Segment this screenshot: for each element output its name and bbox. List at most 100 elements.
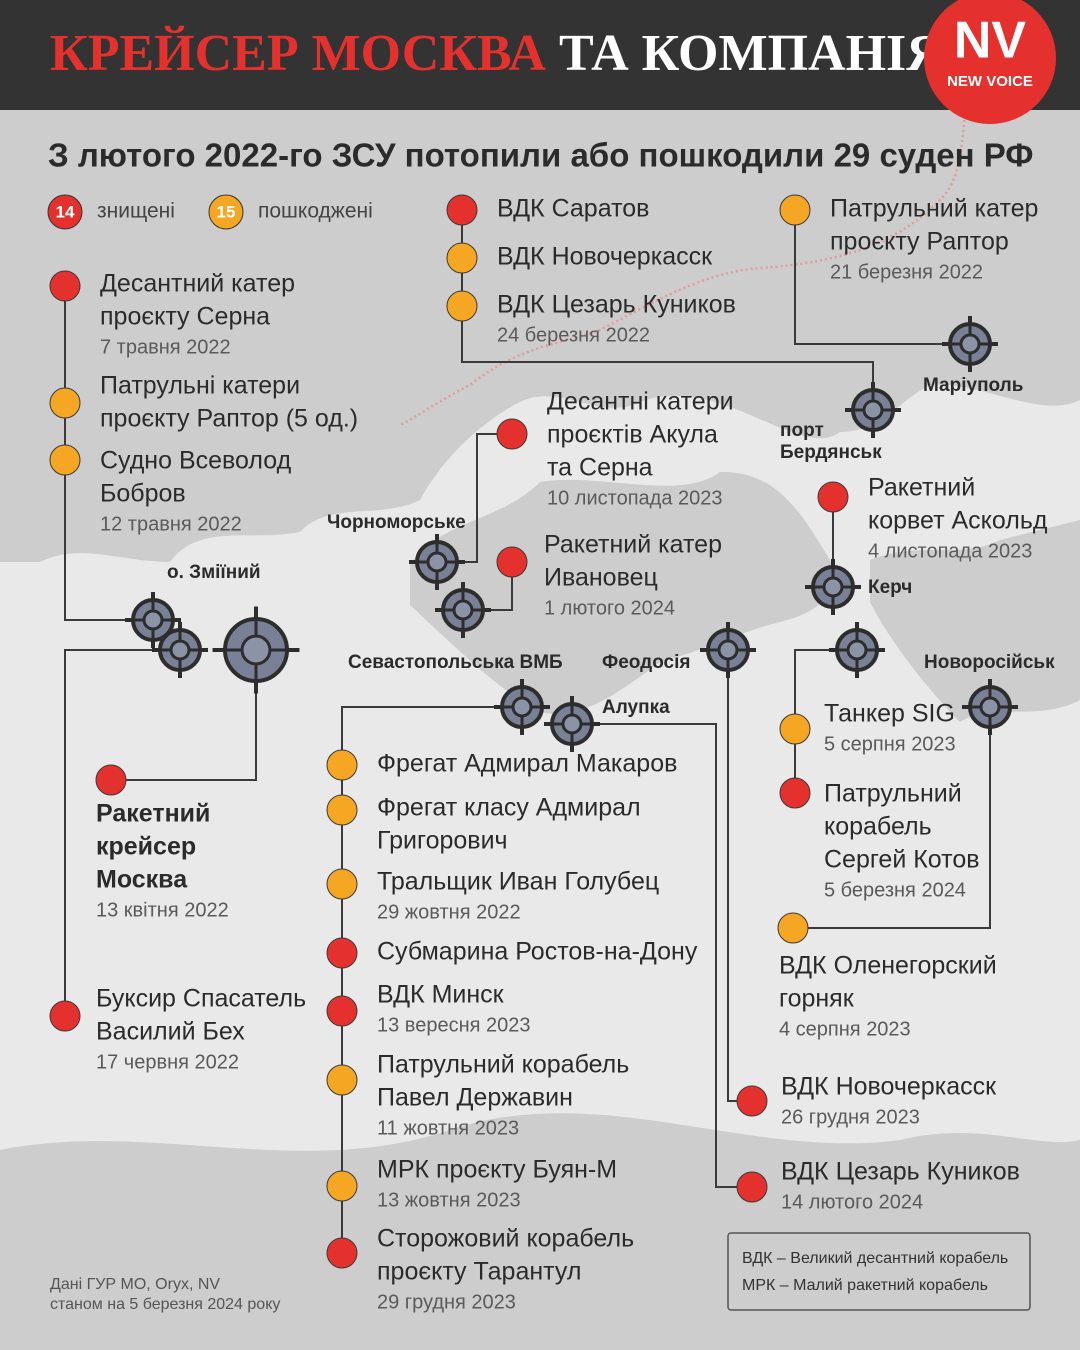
subtitle: З лютого 2022-го ЗСУ потопили або пошкод…: [48, 137, 1033, 174]
header-title: КРЕЙСЕР МОСКВА ТА КОМПАНІЯ: [50, 25, 944, 82]
ship-entry: Фрегат класу Адмирал Григорович: [326, 794, 641, 855]
ship-entry: ВДК Цезарь Куников 14 лютого 2024: [736, 1158, 1020, 1213]
target-marker: [942, 316, 998, 372]
legend-label: знищені: [97, 200, 175, 223]
status-dot: [446, 242, 478, 274]
ship-date: 13 вересня 2023: [377, 1014, 531, 1036]
ship-date: 24 березня 2022: [497, 324, 650, 346]
ship-name: Сторожовий корабель: [377, 1225, 634, 1253]
status-dot: [49, 270, 81, 302]
southern-coast: [0, 1113, 1080, 1350]
ship-name: горняк: [779, 985, 855, 1013]
glossary-item: ВДК – Великий десантний корабель: [742, 1250, 1008, 1267]
ship-name: крейсер: [96, 833, 196, 861]
ship-name: Субмарина Ростов-на-Дону: [377, 938, 698, 966]
ship-name: Москва: [96, 866, 188, 894]
ship-name: корвет Аскольд: [868, 507, 1048, 535]
ship-date: 13 жовтня 2023: [377, 1189, 521, 1211]
ship-name: Буксир Спасатель: [96, 985, 306, 1013]
ship-entry: МРК проєкту Буян-М 13 жовтня 2023: [326, 1156, 617, 1211]
legend-count: 15: [217, 202, 236, 221]
place-label: о. Зміїний: [167, 562, 261, 583]
ship-name: Ивановец: [544, 564, 658, 592]
target-marker: [435, 582, 491, 638]
ship-name: проєкту Тарантул: [377, 1258, 581, 1286]
target-marker: [805, 559, 861, 615]
place-label: Севастопольська ВМБ: [348, 652, 563, 673]
legend-dot: [47, 194, 83, 230]
ship-entry: ВДК Саратов: [446, 194, 649, 226]
target-marker: [494, 679, 550, 735]
ship-entry: Патрульний корабель Сергей Котов 5 березня …: [779, 777, 980, 901]
target-core: [561, 713, 583, 735]
place-label: Новоросійськ: [924, 652, 1055, 673]
glossary-box: [727, 1232, 1031, 1311]
ship-entry: Ракетний катер Ивановец 1 лютого 2024: [496, 531, 722, 619]
land: [0, 110, 1080, 1350]
target-marker: [409, 534, 465, 590]
legend-dot: [208, 194, 244, 230]
ship-entry: Субмарина Ростов-на-Дону: [326, 937, 698, 969]
ship-entry: Сторожовий корабель проєкту Тарантул 29 гр…: [326, 1225, 634, 1313]
ship-name: проєкту Раптор (5 од.): [100, 405, 358, 433]
target-marker: [845, 382, 901, 438]
ship-entry: Тральщик Иван Голубец 29 жовтня 2022: [326, 868, 659, 923]
ship-name: Ракетний катер: [544, 531, 722, 559]
status-dot: [779, 777, 811, 809]
status-dot: [49, 444, 81, 476]
ship-name: Фрегат класу Адмирал: [377, 794, 641, 822]
legend-count: 14: [56, 202, 75, 221]
ship-date: 1 лютого 2024: [544, 597, 675, 619]
target-marker: [125, 592, 181, 648]
status-dot: [49, 387, 81, 419]
ship-name: ВДК Оленегорский: [779, 952, 997, 980]
krasnodar-coast: [870, 520, 1080, 722]
ship-name: Патрульний катер: [830, 195, 1038, 223]
status-dot: [496, 546, 528, 578]
ship-name: Сергей Котов: [824, 846, 980, 874]
target-marker: [962, 679, 1018, 735]
ship-date: 7 травня 2022: [100, 336, 231, 358]
source: станом на 5 березня 2024 року: [50, 1296, 280, 1313]
ship-name: Павел Державин: [377, 1084, 573, 1112]
header-bar: [0, 0, 1080, 110]
ship-name: ВДК Саратов: [497, 195, 649, 223]
target-core: [862, 399, 884, 421]
status-dot: [777, 912, 809, 944]
ship-name: Тральщик Иван Голубец: [377, 868, 659, 896]
ship-name: ВДК Новочеркасск: [497, 243, 713, 271]
ship-name: ВДК Минск: [377, 981, 505, 1009]
logo-circle: [924, 0, 1056, 124]
ship-name: Ракетний: [868, 474, 975, 502]
target-core: [169, 639, 191, 661]
status-dot: [779, 713, 811, 745]
ship-entry: ВДК Новочеркасск 26 грудня 2023: [736, 1073, 997, 1128]
target-core: [142, 609, 164, 631]
status-dot: [817, 481, 849, 513]
ship-entry: ВДК Минск 13 вересня 2023: [326, 981, 531, 1036]
legend-label: пошкоджені: [258, 200, 373, 223]
ship-name: Судно Всеволод: [100, 447, 292, 475]
ship-date: 12 травня 2022: [100, 513, 242, 535]
mainland: [0, 110, 1080, 562]
place-label: Керч: [868, 577, 912, 598]
ship-entry: Патрульний катер проєкту Раптор 21 березня…: [779, 194, 1038, 283]
ship-entry: ВДК Новочеркасск: [446, 242, 713, 274]
ship-name: корабель: [824, 813, 932, 841]
ship-entry: Патрульні катери проєкту Раптор (5 од.): [49, 372, 358, 433]
ship-name: проєктів Акула: [547, 421, 718, 449]
title-red: КРЕЙСЕР МОСКВА: [50, 25, 546, 82]
ship-name: Танкер SIG: [824, 700, 955, 728]
ship-date: 26 грудня 2023: [781, 1106, 920, 1128]
place-label: Алупка: [602, 697, 670, 718]
connector: [64, 649, 180, 1016]
ship-name: Патрульні катери: [100, 372, 300, 400]
place-label: Чорноморське: [327, 512, 466, 533]
ship-name: Патрульний корабель: [377, 1051, 629, 1079]
connector: [111, 660, 257, 781]
ship-entry: Танкер SIG 5 серпня 2023: [779, 700, 956, 755]
connector: [794, 210, 970, 345]
ship-date: 29 жовтня 2022: [377, 901, 521, 923]
ship-date: 17 червня 2022: [96, 1051, 239, 1073]
